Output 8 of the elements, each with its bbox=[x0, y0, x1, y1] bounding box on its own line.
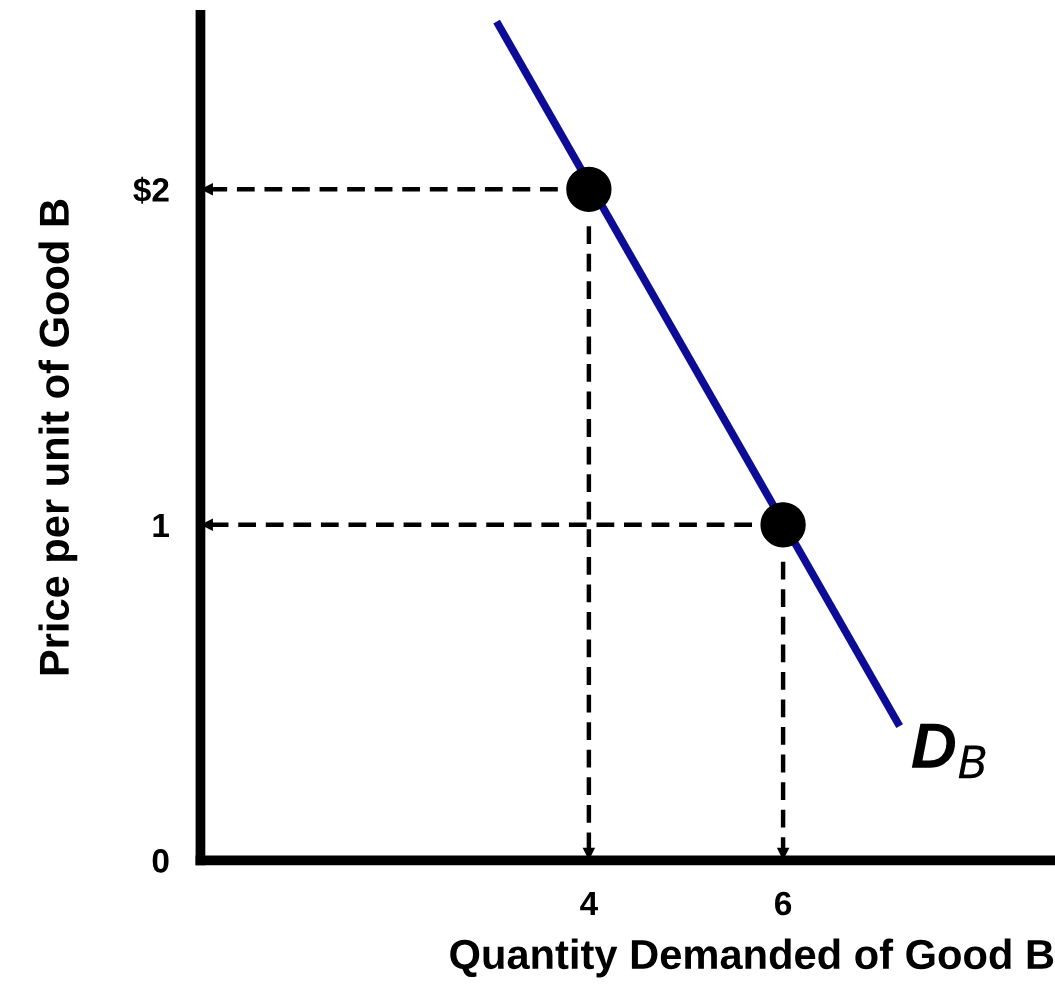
annotation: D$_{B}$ bbox=[911, 723, 986, 779]
x-tick-label: 4 bbox=[580, 892, 598, 916]
x-tick-label: 6 bbox=[775, 891, 792, 916]
y-tick-label: 0 bbox=[152, 849, 169, 873]
x-axis-title: Quantity Demanded of Good B bbox=[450, 938, 1054, 978]
y-tick-label: 1 bbox=[153, 513, 169, 537]
y-axis-title: Price per unit of Good B bbox=[38, 199, 78, 675]
y-tick-label: $2 bbox=[133, 176, 169, 204]
